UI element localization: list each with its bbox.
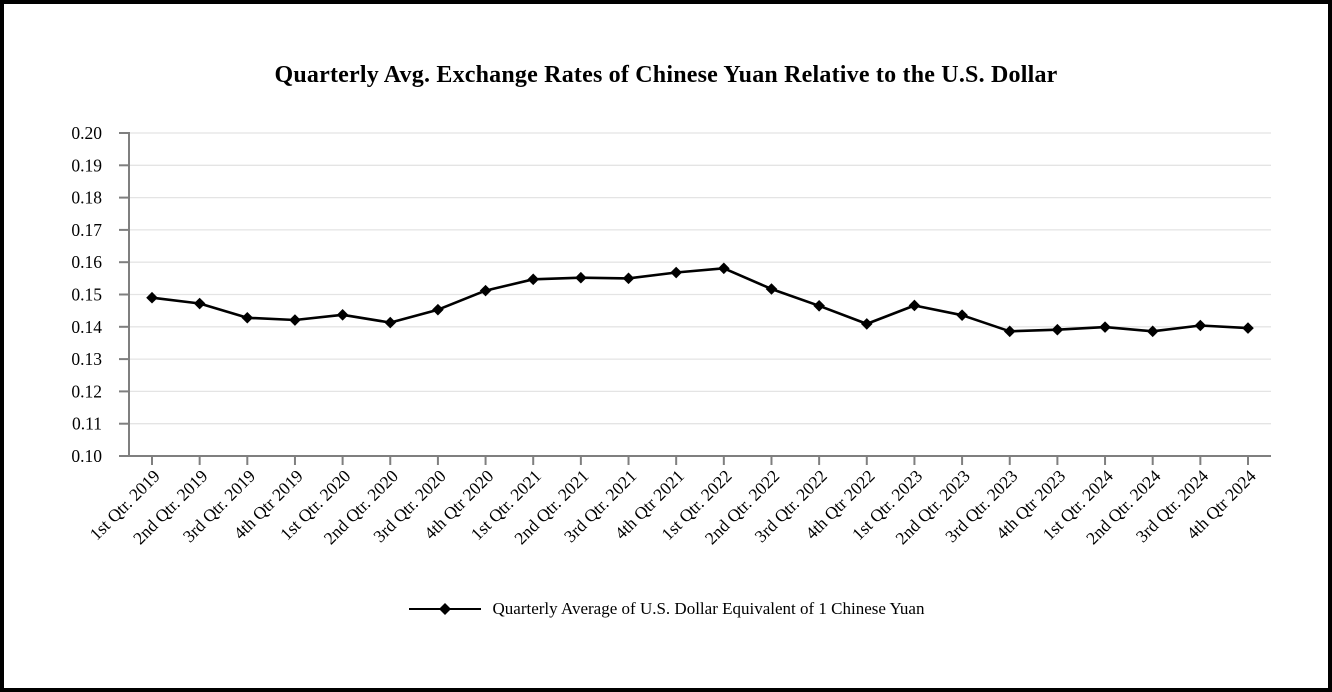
legend: Quarterly Average of U.S. Dollar Equival… bbox=[4, 596, 1328, 622]
legend-label: Quarterly Average of U.S. Dollar Equival… bbox=[492, 599, 925, 618]
data-point-marker bbox=[575, 271, 587, 284]
data-point-marker bbox=[1051, 323, 1064, 336]
y-axis-tick-label: 0.18 bbox=[71, 188, 102, 208]
data-point-marker bbox=[860, 318, 873, 330]
y-axis-tick-label: 0.19 bbox=[71, 155, 102, 175]
y-axis-tick-label: 0.20 bbox=[71, 123, 102, 143]
y-axis-tick-label: 0.14 bbox=[71, 317, 102, 337]
data-point-marker bbox=[1003, 325, 1016, 338]
y-axis-tick-label: 0.11 bbox=[72, 414, 102, 434]
data-point-marker bbox=[622, 272, 635, 285]
data-point-marker bbox=[1242, 322, 1254, 334]
data-point-marker bbox=[765, 283, 778, 295]
legend-line-marker-icon bbox=[408, 603, 481, 615]
data-point-marker bbox=[241, 311, 254, 324]
data-point-marker bbox=[336, 309, 349, 321]
data-point-marker bbox=[813, 300, 825, 312]
data-point-marker bbox=[479, 284, 492, 297]
y-axis-tick-label: 0.12 bbox=[71, 381, 102, 401]
data-point-marker bbox=[384, 316, 397, 329]
data-point-marker bbox=[193, 297, 206, 310]
data-point-marker bbox=[1099, 321, 1111, 333]
data-point-marker bbox=[718, 262, 730, 275]
line-chart-plot: 0.10 0.11 0.12 0.13 0.14 0.15 0.16 0.17 0.18 0.19… bbox=[71, 123, 1271, 548]
chart-title: Quarterly Avg. Exchange Rates of Chinese… bbox=[274, 62, 1058, 88]
data-point-marker bbox=[956, 309, 968, 321]
data-point-marker bbox=[1146, 325, 1159, 338]
data-point-marker bbox=[432, 303, 444, 316]
data-point-marker bbox=[289, 314, 301, 326]
data-point-marker bbox=[527, 273, 540, 286]
data-point-marker bbox=[146, 291, 158, 304]
data-line bbox=[151, 266, 1249, 333]
y-axis-tick-label: 0.16 bbox=[71, 252, 102, 272]
data-point-marker bbox=[670, 266, 682, 279]
y-axis-tick-label: 0.13 bbox=[71, 349, 102, 369]
y-axis-tick-label: 0.10 bbox=[71, 446, 102, 466]
y-axis-tick-label: 0.15 bbox=[71, 285, 102, 305]
data-point-marker bbox=[1194, 319, 1207, 332]
y-axis-tick-label: 0.17 bbox=[71, 220, 102, 240]
data-point-marker bbox=[908, 299, 921, 312]
